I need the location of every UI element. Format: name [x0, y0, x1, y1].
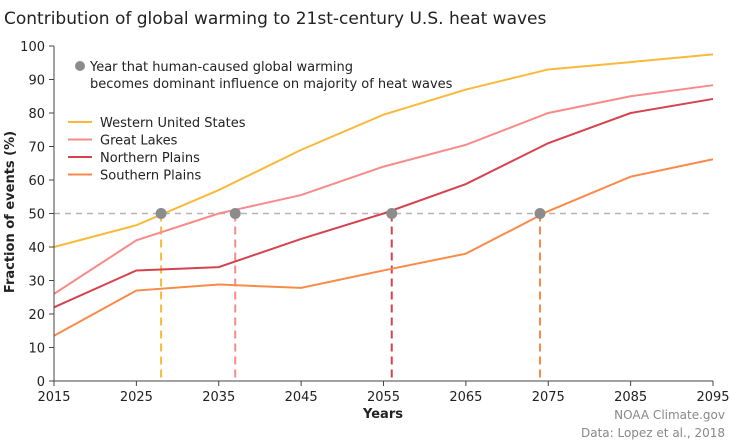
- x-tick-label: 2085: [614, 390, 647, 405]
- legend-label: Great Lakes: [100, 134, 178, 149]
- y-axis-label: Fraction of events (%): [3, 131, 18, 293]
- credit-source: NOAA Climate.gov: [614, 408, 725, 422]
- marker-legend-line-2: becomes dominant influence on majority o…: [90, 77, 453, 92]
- x-axis-label: Years: [362, 407, 403, 422]
- chart-title: Contribution of global warming to 21st-c…: [4, 9, 546, 29]
- series-line-great-lakes: [53, 84, 714, 295]
- marker-legend: Year that human-caused global warming be…: [75, 60, 453, 92]
- y-tick-label: 20: [28, 308, 45, 323]
- y-tick-label: 70: [28, 141, 45, 156]
- marker-legend-dot: [75, 61, 85, 71]
- credit-data: Data: Lopez et al., 2018: [581, 426, 725, 440]
- legend-label: Northern Plains: [100, 151, 200, 166]
- x-tick-label: 2035: [202, 390, 235, 405]
- y-tick-label: 60: [28, 174, 45, 189]
- x-tick-label: 2025: [120, 390, 153, 405]
- crossing-marker: [386, 208, 398, 219]
- y-tick-label: 80: [28, 107, 45, 122]
- marker-legend-line-1: Year that human-caused global warming: [89, 60, 353, 75]
- y-tick-label: 30: [28, 275, 45, 290]
- x-tick-label: 2065: [449, 390, 482, 405]
- y-tick-label: 0: [37, 375, 45, 390]
- x-tick-label: 2015: [37, 390, 70, 405]
- x-tick-label: 2075: [532, 390, 565, 405]
- x-tick-label: 2095: [696, 390, 729, 405]
- x-tick-label: 2055: [367, 390, 400, 405]
- series-line-northern-plains: [53, 97, 714, 309]
- y-tick-label: 100: [20, 40, 45, 55]
- legend-label: Western United States: [100, 116, 246, 131]
- crossing-marker: [229, 208, 241, 219]
- crossing-marker: [534, 208, 546, 219]
- y-tick-label: 90: [28, 74, 45, 89]
- y-tick-label: 40: [28, 241, 45, 256]
- series-line-southern-plains: [53, 158, 714, 337]
- crossing-marker: [155, 208, 167, 219]
- legend-label: Southern Plains: [100, 169, 202, 184]
- x-tick-label: 2045: [285, 390, 318, 405]
- y-tick-label: 50: [28, 208, 45, 223]
- legend: Western United States Great Lakes Northern…: [68, 116, 246, 184]
- y-tick-label: 10: [28, 342, 45, 357]
